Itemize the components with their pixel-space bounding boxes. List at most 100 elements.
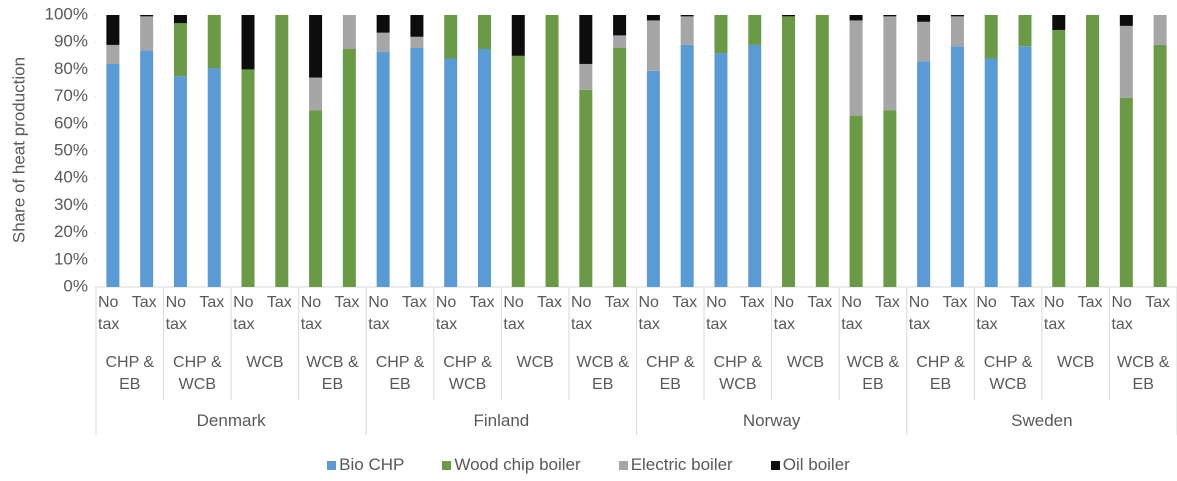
legend-label: Electric boiler [630, 455, 733, 474]
bar-segment [680, 44, 694, 287]
bar-segment [950, 15, 964, 17]
bar-segment [545, 15, 559, 287]
bar-segment [646, 70, 660, 287]
bar-segment [1119, 25, 1133, 98]
x-tick-label: No tax [706, 294, 728, 333]
legend-swatch [442, 460, 452, 470]
x-tick-label: Tax [1010, 294, 1035, 311]
bar-segment [444, 15, 458, 59]
group-label: WCB & EB [846, 354, 900, 393]
bar-segment [782, 15, 796, 17]
group-label: CHP & EB [105, 354, 155, 393]
y-tick-label: 40% [54, 168, 88, 187]
bar-segment [579, 63, 593, 90]
y-tick-label: 60% [54, 113, 88, 132]
group-label: WCB & EB [576, 354, 629, 393]
bar-segment [849, 20, 863, 116]
y-axis-label: Share of heat production [9, 57, 28, 243]
bar-segment [646, 15, 660, 21]
y-tick-label: 100% [45, 4, 88, 23]
bar-segment [1018, 15, 1032, 47]
x-tick-label: No tax [435, 294, 458, 333]
bar-segment [782, 16, 796, 288]
bar-segment [207, 15, 221, 69]
x-tick-label: No tax [773, 294, 795, 333]
y-tick-label: 0% [63, 276, 88, 295]
bar-segment [1052, 15, 1066, 30]
y-tick-label: 80% [54, 59, 88, 78]
bar-segment [579, 89, 593, 287]
legend-swatch [618, 460, 628, 470]
group-label: CHP & WCB [173, 354, 222, 393]
bar-segment [173, 15, 187, 24]
bar-segment [444, 58, 458, 287]
x-tick-label: No tax [976, 294, 998, 333]
bar-segment [950, 16, 964, 47]
x-tick-label: No tax [368, 294, 390, 333]
group-label: CHP & EB [375, 354, 425, 393]
legend-label: Oil boiler [782, 455, 850, 474]
legend-item: Bio CHP [327, 455, 404, 475]
y-tick-label: 90% [54, 32, 88, 51]
y-tick-label: 50% [54, 140, 88, 159]
x-tick-label: Tax [334, 294, 360, 311]
bar-segment [511, 15, 525, 56]
group-label: WCB [1056, 354, 1095, 371]
x-tick-label: No tax [1111, 294, 1133, 333]
bar-segment [477, 49, 491, 287]
x-tick-label: No tax [300, 294, 323, 333]
x-tick-label: Tax [199, 294, 225, 311]
legend-swatch [327, 460, 337, 470]
bar-segment [714, 53, 728, 287]
x-tick-label: Tax [1077, 294, 1103, 311]
bar-segment [106, 15, 120, 45]
group-label: WCB & EB [1116, 354, 1170, 393]
bar-segment [1119, 15, 1133, 26]
bar-segment [613, 15, 627, 36]
bar-segment [613, 35, 627, 48]
bar-segment [410, 15, 424, 37]
x-tick-label: No tax [841, 294, 863, 333]
x-tick-label: No tax [1043, 294, 1066, 333]
bar-segment [917, 21, 931, 62]
legend-label: Bio CHP [339, 455, 405, 474]
legend: Bio CHP Wood chip boiler Electric boiler Oi… [0, 455, 1177, 475]
bar-segment [173, 76, 187, 287]
bar-segment [376, 15, 390, 33]
y-tick-label: 10% [54, 249, 88, 268]
legend-item: Oil boiler [770, 455, 850, 475]
bar-segment [917, 15, 931, 22]
country-label: Finland [473, 411, 530, 430]
legend-swatch [770, 460, 780, 470]
bar-segment [207, 68, 221, 287]
x-tick-label: Tax [1145, 294, 1171, 311]
x-tick-label: No tax [98, 294, 120, 333]
bar-segment [579, 15, 593, 64]
bar-segment [241, 69, 255, 288]
x-tick-label: Tax [402, 294, 427, 311]
x-tick-label: Tax [672, 294, 698, 311]
bar-segment [680, 16, 694, 45]
bar-segment [106, 44, 120, 64]
group-label: WCB [246, 354, 284, 371]
x-tick-label: No tax [908, 294, 931, 333]
x-tick-label: No tax [165, 294, 187, 333]
bar-segment [173, 23, 187, 77]
group-label: CHP & WCB [443, 354, 492, 393]
group-label: CHP & EB [916, 354, 965, 393]
group-label: WCB [786, 354, 825, 371]
bar-segment [477, 15, 491, 49]
bar-segment [849, 115, 863, 287]
bar-segment [1086, 15, 1100, 287]
legend-label: Wood chip boiler [454, 455, 581, 474]
country-label: Norway [742, 411, 801, 430]
country-label: Sweden [1011, 411, 1073, 430]
bar-segment [410, 36, 424, 48]
bar-segment [883, 16, 897, 111]
bar-segment [376, 32, 390, 52]
bar-segment [748, 15, 762, 45]
y-tick-label: 30% [54, 195, 88, 214]
bar-segment [106, 63, 120, 288]
bar-segment [140, 16, 154, 51]
